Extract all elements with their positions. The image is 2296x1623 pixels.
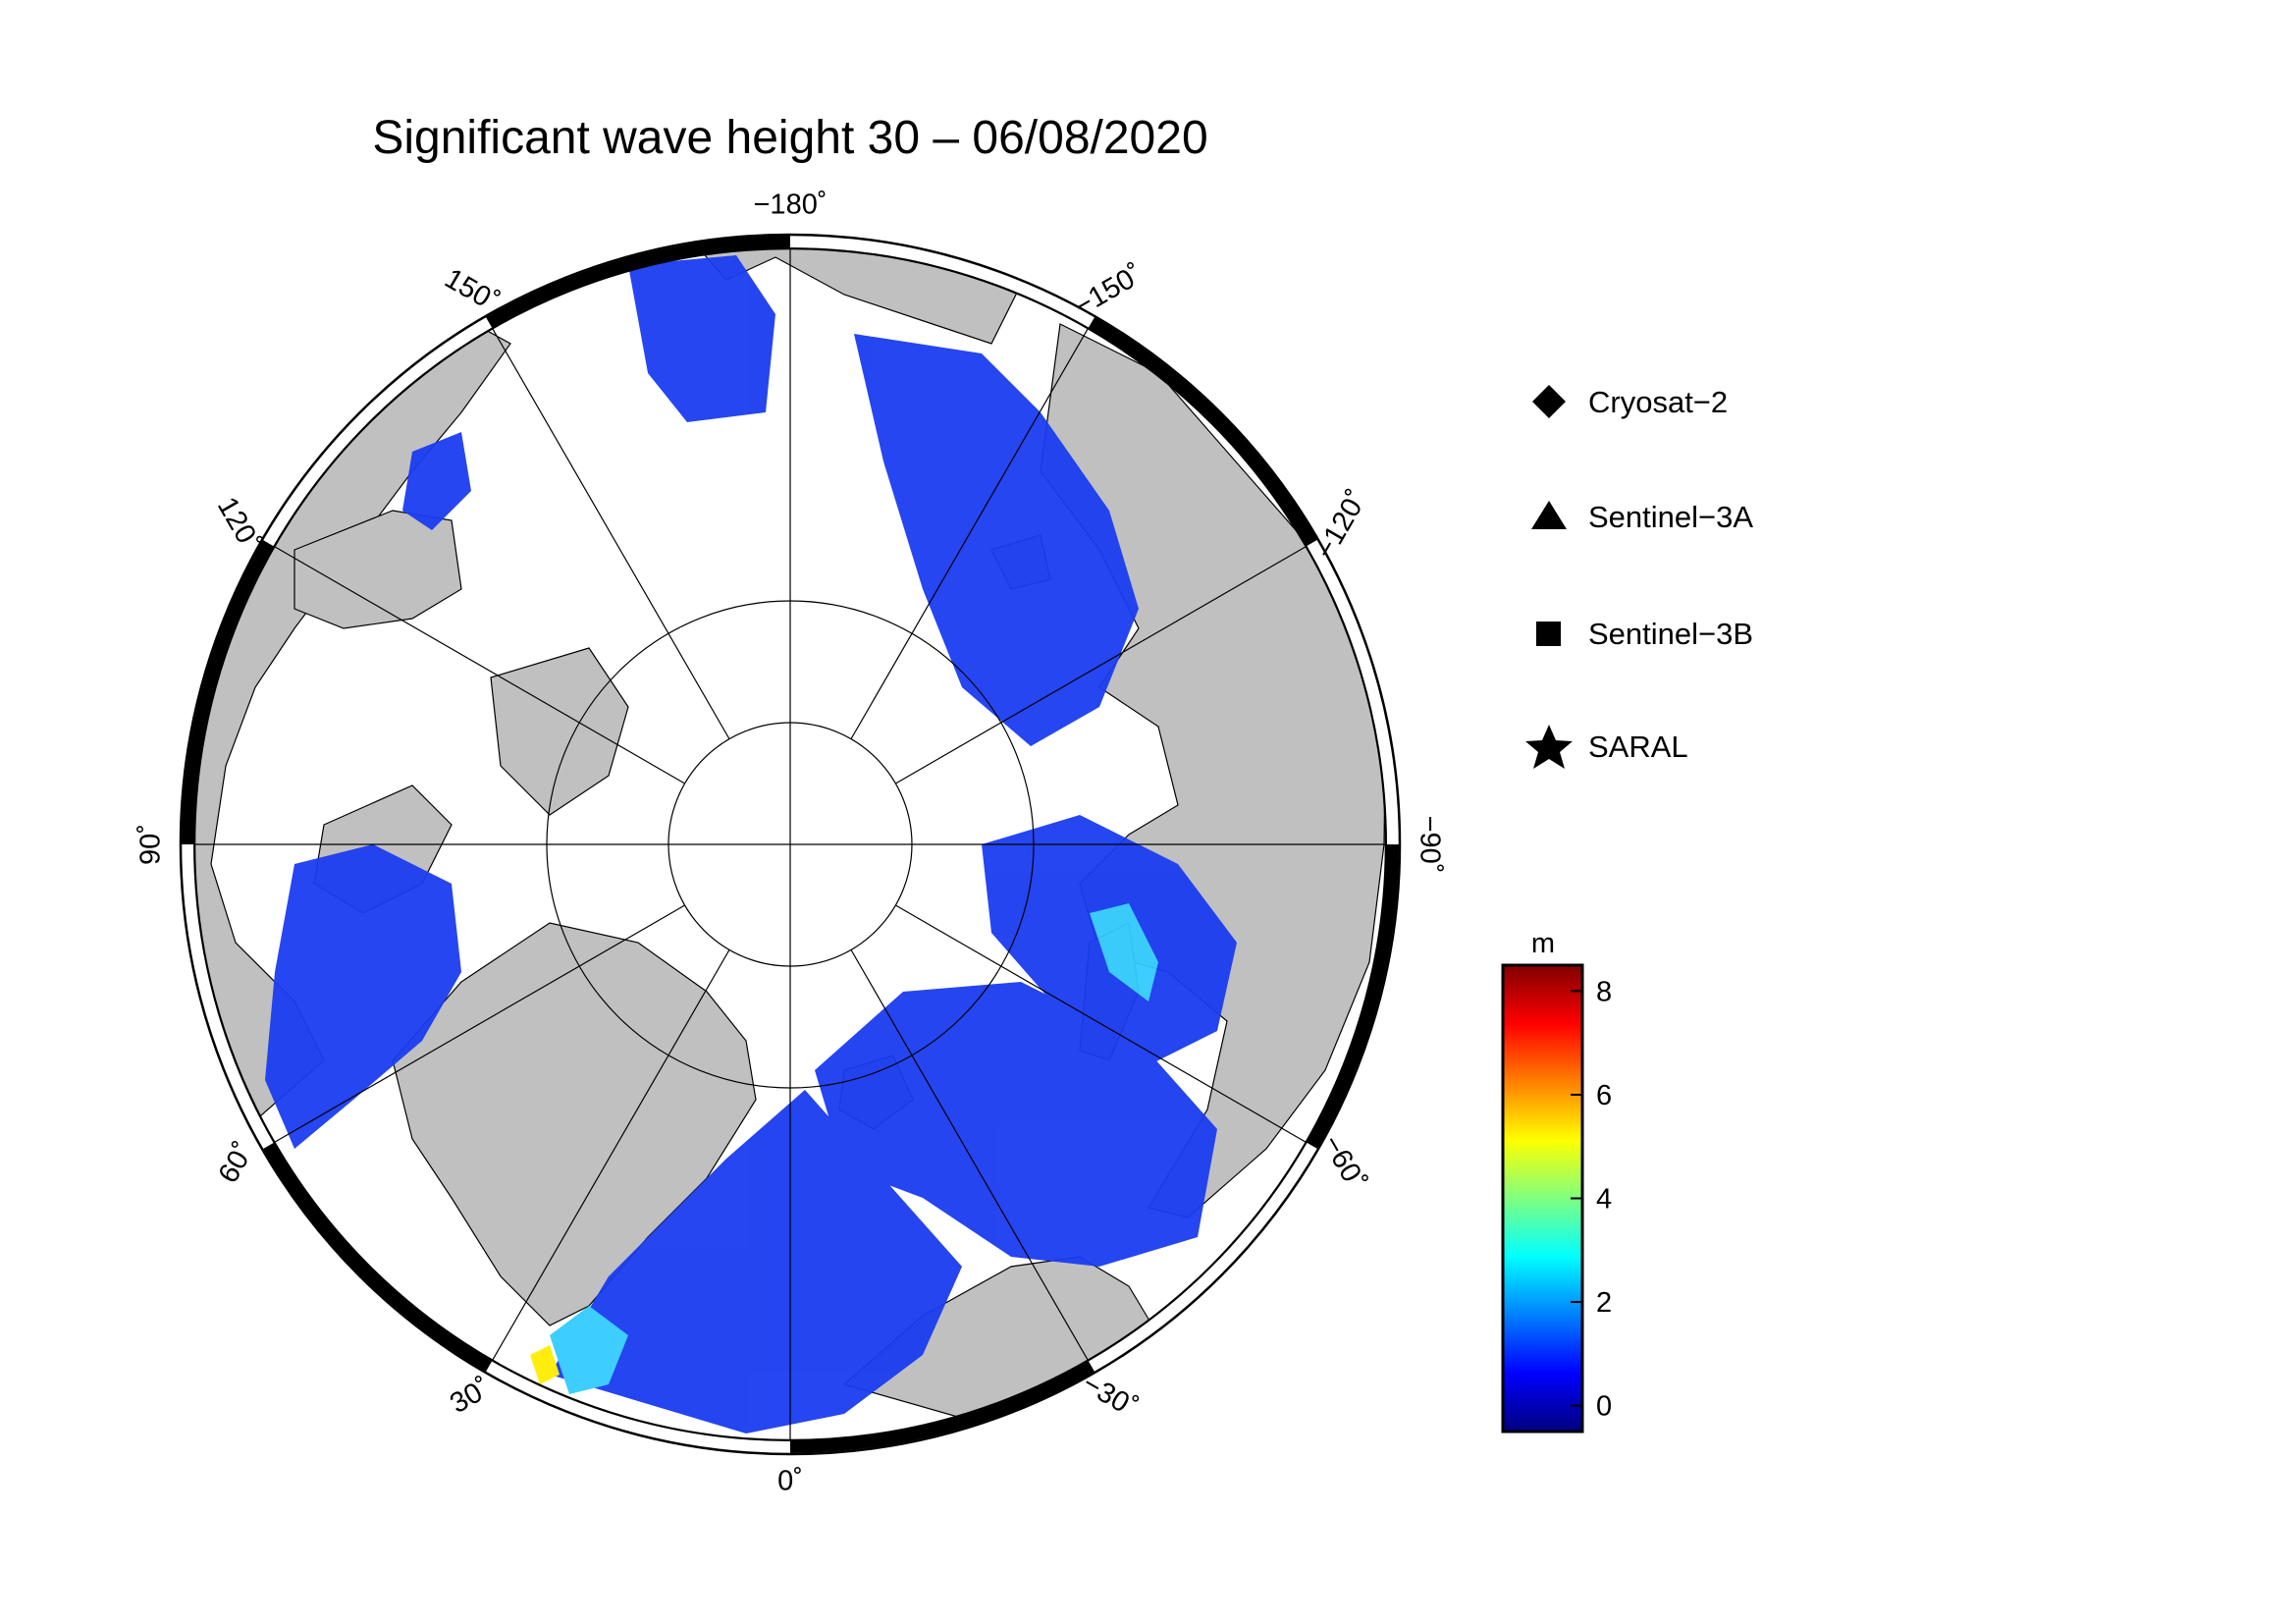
colorbar-tick-label: 8 xyxy=(1596,976,1612,1007)
frame-segment xyxy=(263,1142,493,1372)
legend-item-sentinel-3a: Sentinel−3A xyxy=(1531,500,1753,534)
frame-segment xyxy=(263,317,493,547)
swath-greenland-norwegian xyxy=(550,1090,962,1434)
swath-beaufort xyxy=(402,432,471,530)
longitude-label: −180˚ xyxy=(754,189,828,221)
meridian-line xyxy=(491,949,730,1361)
longitude-label: −30˚ xyxy=(1077,1368,1143,1424)
map-frame xyxy=(179,233,1402,1456)
swath-baffin-bay xyxy=(265,844,461,1149)
colorbar-tick-label: 6 xyxy=(1596,1080,1612,1111)
frame-segment xyxy=(1088,317,1317,547)
longitude-label: 0˚ xyxy=(777,1466,803,1497)
longitude-label: −60˚ xyxy=(1316,1130,1372,1196)
swath-bering-chukchi xyxy=(628,255,775,422)
legend-item-cryosat-2: Cryosat−2 xyxy=(1532,385,1728,419)
longitude-label: 30˚ xyxy=(445,1372,496,1420)
graticule xyxy=(194,248,1386,1440)
frame-segment xyxy=(1307,540,1399,845)
meridian-line xyxy=(895,545,1307,784)
longitude-label: −150˚ xyxy=(1069,258,1148,322)
meridian-line xyxy=(895,904,1307,1144)
swath-east-siberian xyxy=(854,334,1139,746)
legend-item-saral: SARAL xyxy=(1525,725,1688,769)
figure-title: Significant wave height 30 – 06/08/2020 xyxy=(372,112,1207,164)
colorbar: m 0 2 4 6 8 xyxy=(1501,928,1612,1434)
swath-peak-waves xyxy=(530,1345,560,1384)
meridian-line xyxy=(491,328,730,739)
land-ellesmere xyxy=(490,647,629,816)
star-icon xyxy=(1525,725,1573,769)
frame-segment xyxy=(182,843,274,1149)
swath-high-waves-north-atlantic xyxy=(550,1306,628,1394)
legend-label: SARAL xyxy=(1588,730,1688,764)
frame-segment xyxy=(486,236,791,328)
colorbar-ticks: 0 2 4 6 8 xyxy=(1571,976,1612,1423)
meridians xyxy=(194,248,1386,1440)
colorbar-scale xyxy=(1501,963,1584,1434)
frame-segment xyxy=(789,236,1095,328)
meridian-line xyxy=(274,545,685,784)
colorbar-tick-label: 2 xyxy=(1596,1287,1612,1319)
colorbar-tick-label: 0 xyxy=(1596,1391,1612,1423)
meridian-line xyxy=(850,328,1090,739)
longitude-label: −90˚ xyxy=(1414,816,1445,874)
frame-segments xyxy=(182,236,1399,1453)
frame-segment xyxy=(789,1361,1095,1453)
square-icon xyxy=(1536,622,1561,646)
frame-segment xyxy=(1088,1142,1317,1372)
longitude-label: 60˚ xyxy=(213,1137,261,1188)
meridian-line xyxy=(274,904,685,1144)
longitude-label: −120˚ xyxy=(1309,485,1373,565)
frame-segment xyxy=(182,540,274,845)
wave-height-tracks xyxy=(265,255,1237,1434)
colorbar-unit: m xyxy=(1531,928,1555,959)
legend-item-sentinel-3b: Sentinel−3B xyxy=(1536,617,1753,651)
satellite-legend: Cryosat−2 Sentinel−3A Sentinel−3B SARAL xyxy=(1525,385,1753,769)
frame-segment xyxy=(1307,843,1399,1149)
frame-segment xyxy=(486,1361,791,1453)
meridian-line xyxy=(850,949,1090,1361)
swath-high-waves-kara xyxy=(1090,903,1158,1001)
polar-map: −180˚−150˚−120˚−90˚−60˚−30˚0˚30˚60˚90˚12… xyxy=(135,189,1446,1497)
legend-label: Cryosat−2 xyxy=(1588,385,1728,419)
legend-label: Sentinel−3A xyxy=(1588,500,1753,534)
legend-label: Sentinel−3B xyxy=(1588,617,1753,651)
land-arctic-islands xyxy=(294,510,462,629)
longitude-label: 90˚ xyxy=(135,824,167,865)
triangle-icon xyxy=(1531,501,1567,529)
colorbar-tick-label: 4 xyxy=(1596,1184,1612,1216)
diamond-icon xyxy=(1532,385,1566,418)
